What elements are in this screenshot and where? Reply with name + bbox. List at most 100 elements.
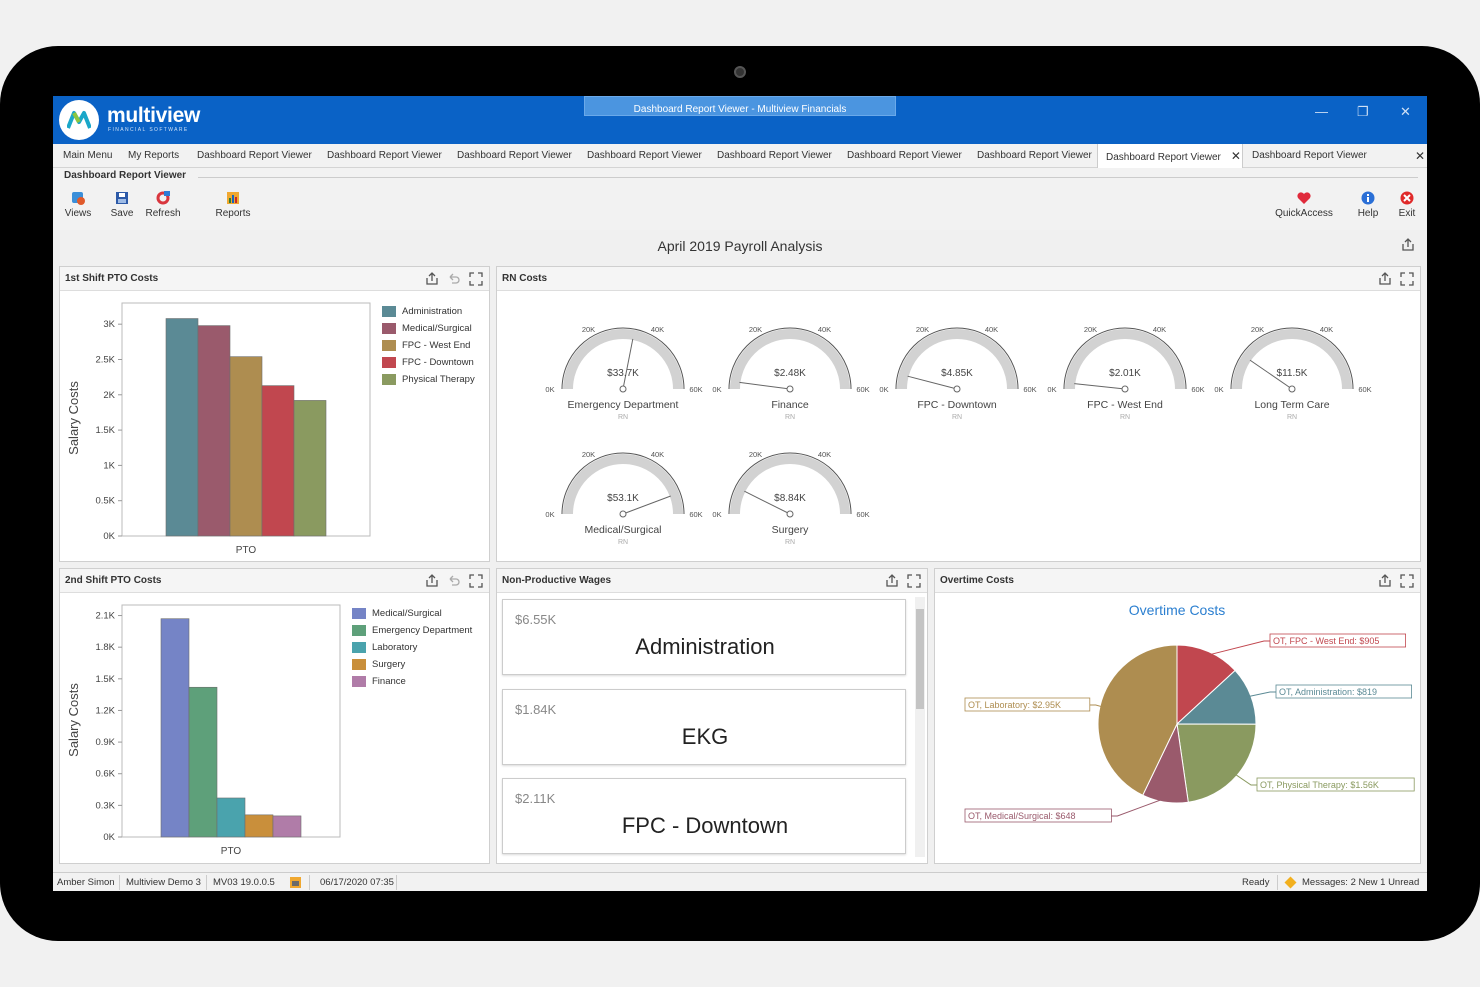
export-icon[interactable] bbox=[425, 574, 439, 588]
maximize-icon[interactable] bbox=[1400, 574, 1414, 588]
pie-slice-label: OT, Laboratory: $2.95K bbox=[968, 700, 1061, 710]
bar bbox=[165, 318, 199, 537]
views-button[interactable]: Views bbox=[63, 190, 93, 219]
wage-card-administration[interactable]: $6.55K Administration bbox=[502, 599, 906, 675]
gauge-tick-label: 40K bbox=[1320, 325, 1333, 334]
wage-name: FPC - Downtown bbox=[621, 813, 789, 838]
gauge: 0K 20K 40K 60K $11.5K Long Term Care RN bbox=[1214, 325, 1371, 421]
gauge-tick-label: 60K bbox=[689, 510, 702, 519]
legend-item: Surgery bbox=[352, 656, 472, 673]
gauge-tick-label: 60K bbox=[1358, 385, 1371, 394]
export-icon[interactable] bbox=[1378, 574, 1392, 588]
ribbon-group-label: Dashboard Report Viewer bbox=[64, 170, 187, 181]
save-button[interactable]: Save bbox=[108, 190, 136, 219]
legend-swatch bbox=[352, 642, 366, 653]
gauge-arc bbox=[730, 454, 850, 515]
bar bbox=[216, 797, 246, 838]
minimize-button[interactable]: — bbox=[1315, 104, 1328, 119]
export-icon[interactable] bbox=[1401, 238, 1415, 252]
pie-leader-line bbox=[1111, 797, 1166, 817]
refresh-button[interactable]: Refresh bbox=[145, 190, 181, 219]
gauge-outline bbox=[1230, 327, 1354, 390]
gauge-hub bbox=[1121, 385, 1129, 393]
y-tick-label: 2K bbox=[103, 390, 115, 401]
maximize-icon[interactable] bbox=[469, 272, 483, 286]
tab-dashboard-9[interactable]: Dashboard Report Viewer bbox=[1252, 150, 1367, 161]
tab-dashboard-4[interactable]: Dashboard Report Viewer bbox=[587, 150, 702, 161]
close-tab-icon[interactable]: ✕ bbox=[1230, 149, 1241, 163]
gauge-needle bbox=[622, 495, 671, 515]
gauge-needle bbox=[744, 490, 791, 515]
gauge-sub-label: RN bbox=[1287, 414, 1297, 421]
help-button[interactable]: Help bbox=[1353, 190, 1383, 219]
status-messages[interactable]: Messages: 2 New 1 Unread bbox=[1302, 877, 1420, 888]
panel-wages-title: Non-Productive Wages bbox=[497, 569, 927, 593]
restore-button[interactable]: ❐ bbox=[1357, 104, 1369, 119]
gauge-outline bbox=[728, 327, 852, 390]
wage-value: $2.11K bbox=[515, 791, 556, 806]
quickaccess-button[interactable]: QuickAccess bbox=[1271, 190, 1337, 219]
app-name: multiview bbox=[107, 104, 200, 127]
pie-label-box bbox=[964, 697, 1091, 712]
legend-item: Laboratory bbox=[352, 639, 472, 656]
gauge-tick-label: 40K bbox=[818, 450, 831, 459]
close-window-button[interactable]: ✕ bbox=[1400, 104, 1411, 119]
bar-chart-2nd-shift: Salary Costs 0K 0.3K 0.6K 0.9K 1.2K 1.5K 1.8K 2… bbox=[66, 604, 341, 857]
close-all-tabs-icon[interactable]: ✕ bbox=[1415, 149, 1426, 163]
messages-icon[interactable] bbox=[1284, 876, 1297, 889]
maximize-icon[interactable] bbox=[907, 574, 921, 588]
tab-dashboard-2[interactable]: Dashboard Report Viewer bbox=[327, 150, 442, 161]
tab-dashboard-1[interactable]: Dashboard Report Viewer bbox=[197, 150, 312, 161]
reports-button[interactable]: Reports bbox=[213, 190, 253, 219]
tab-dashboard-active[interactable]: Dashboard Report Viewer ✕ bbox=[1097, 144, 1243, 168]
x-tick-label: PTO bbox=[236, 545, 257, 556]
gauge-tick-label: 20K bbox=[1251, 325, 1264, 334]
wage-card-ekg[interactable]: $1.84K EKG bbox=[502, 689, 906, 765]
undo-icon[interactable] bbox=[447, 574, 461, 588]
ribbon-divider bbox=[198, 177, 1418, 178]
bar bbox=[261, 385, 295, 537]
gauge: 0K 20K 40K 60K $4.85K FPC - Downtown RN bbox=[879, 325, 1036, 421]
gauge-name: FPC - Downtown bbox=[917, 399, 997, 411]
panel-2nd-shift-title: 2nd Shift PTO Costs bbox=[60, 569, 489, 593]
tab-main-menu[interactable]: Main Menu bbox=[63, 150, 113, 161]
report-title: April 2019 Payroll Analysis bbox=[657, 238, 823, 254]
gauge-needle bbox=[1249, 359, 1293, 390]
legend-label: Surgery bbox=[372, 659, 406, 670]
bar bbox=[272, 815, 302, 838]
pie-label-box bbox=[1269, 633, 1407, 648]
exit-button[interactable]: Exit bbox=[1393, 190, 1421, 219]
tab-my-reports[interactable]: My Reports bbox=[128, 150, 180, 161]
export-icon[interactable] bbox=[1378, 272, 1392, 286]
export-icon[interactable] bbox=[425, 272, 439, 286]
legend-label: Emergency Department bbox=[372, 625, 473, 636]
scrollbar-thumb[interactable] bbox=[916, 609, 924, 709]
wage-value: $1.84K bbox=[515, 702, 557, 717]
undo-icon[interactable] bbox=[447, 272, 461, 286]
tab-dashboard-3[interactable]: Dashboard Report Viewer bbox=[457, 150, 572, 161]
camera-dot bbox=[734, 66, 746, 78]
maximize-icon[interactable] bbox=[469, 574, 483, 588]
tab-dashboard-6[interactable]: Dashboard Report Viewer bbox=[847, 150, 962, 161]
maximize-icon[interactable] bbox=[1400, 272, 1414, 286]
wage-name: EKG bbox=[681, 724, 729, 749]
gauge-outline bbox=[1063, 327, 1187, 390]
ribbon-toolbar: Dashboard Report Viewer Views Save Refre… bbox=[53, 168, 1427, 230]
gauge: 0K 20K 40K 60K $8.84K Surgery RN bbox=[712, 450, 869, 546]
gauge-tick-label: 0K bbox=[1047, 385, 1056, 394]
y-axis-label: Salary Costs bbox=[66, 381, 81, 455]
gauge-tick-label: 20K bbox=[582, 325, 595, 334]
gauge-hub bbox=[786, 510, 794, 518]
gauge-needle bbox=[907, 375, 958, 390]
wages-scrollbar[interactable] bbox=[915, 597, 925, 857]
tab-dashboard-5[interactable]: Dashboard Report Viewer bbox=[717, 150, 832, 161]
pie-label-box bbox=[1275, 684, 1413, 699]
legend-label: Medical/Surgical bbox=[402, 323, 472, 334]
gauge-needle bbox=[739, 381, 791, 390]
gauge-tick-label: 20K bbox=[749, 325, 762, 334]
tab-dashboard-7[interactable]: Dashboard Report Viewer bbox=[977, 150, 1092, 161]
gauge-hub bbox=[786, 385, 794, 393]
export-icon[interactable] bbox=[885, 574, 899, 588]
y-tick-label: 1.5K bbox=[95, 674, 115, 685]
wage-card-fpc-downtown[interactable]: $2.11K FPC - Downtown bbox=[502, 778, 906, 854]
